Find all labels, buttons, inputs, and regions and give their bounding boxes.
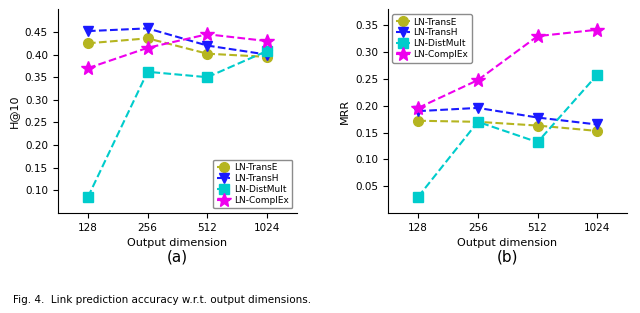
LN-TransH: [593, 123, 601, 126]
LN-ComplEx: [204, 32, 211, 36]
LN-ComplEx: [144, 46, 152, 50]
LN-TransH: [534, 116, 541, 120]
LN-TransH: [144, 27, 152, 30]
LN-ComplEx: [263, 39, 271, 43]
LN-ComplEx: [84, 66, 92, 70]
Line: LN-ComplEx: LN-ComplEx: [412, 23, 604, 115]
Line: LN-TransE: LN-TransE: [413, 116, 602, 136]
LN-TransH: [474, 106, 482, 110]
Line: LN-TransH: LN-TransH: [83, 23, 272, 59]
LN-ComplEx: [474, 78, 482, 82]
LN-DistMult: [414, 195, 422, 199]
X-axis label: Output dimension: Output dimension: [127, 238, 227, 248]
LN-TransH: [204, 44, 211, 48]
Text: Fig. 4.  Link prediction accuracy w.r.t. output dimensions.: Fig. 4. Link prediction accuracy w.r.t. …: [13, 295, 311, 305]
LN-TransE: [84, 41, 92, 45]
Line: LN-DistMult: LN-DistMult: [83, 46, 272, 202]
LN-ComplEx: [534, 34, 541, 38]
Legend: LN-TransE, LN-TransH, LN-DistMult, LN-ComplEx: LN-TransE, LN-TransH, LN-DistMult, LN-Co…: [213, 160, 292, 208]
LN-DistMult: [593, 73, 601, 77]
LN-TransH: [263, 53, 271, 56]
LN-TransE: [144, 36, 152, 40]
X-axis label: Output dimension: Output dimension: [458, 238, 557, 248]
LN-DistMult: [144, 70, 152, 74]
LN-TransE: [414, 119, 422, 123]
LN-ComplEx: [593, 28, 601, 32]
LN-TransE: [534, 124, 541, 127]
LN-DistMult: [263, 49, 271, 53]
Text: (b): (b): [497, 249, 518, 264]
LN-DistMult: [534, 140, 541, 144]
LN-TransH: [414, 109, 422, 113]
Line: LN-TransE: LN-TransE: [83, 33, 272, 62]
LN-TransH: [84, 29, 92, 33]
Y-axis label: MRR: MRR: [339, 99, 349, 124]
Legend: LN-TransE, LN-TransH, LN-DistMult, LN-ComplEx: LN-TransE, LN-TransH, LN-DistMult, LN-Co…: [392, 14, 472, 63]
LN-DistMult: [84, 195, 92, 199]
Y-axis label: H@10: H@10: [9, 94, 19, 128]
LN-TransE: [263, 55, 271, 59]
Text: (a): (a): [166, 249, 188, 264]
LN-DistMult: [474, 120, 482, 124]
LN-ComplEx: [414, 106, 422, 110]
LN-TransE: [204, 52, 211, 56]
Line: LN-ComplEx: LN-ComplEx: [81, 27, 274, 75]
LN-TransE: [474, 120, 482, 124]
LN-TransE: [593, 129, 601, 133]
Line: LN-DistMult: LN-DistMult: [413, 70, 602, 202]
LN-DistMult: [204, 75, 211, 79]
Line: LN-TransH: LN-TransH: [413, 103, 602, 129]
